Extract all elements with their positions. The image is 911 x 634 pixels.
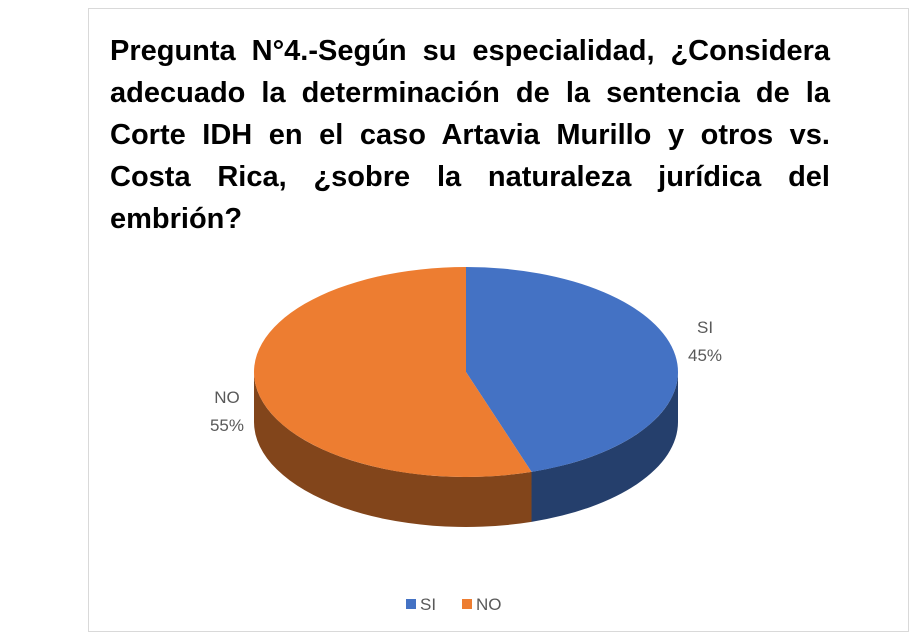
data-label-name: SI: [697, 318, 713, 337]
chart-frame: [88, 8, 909, 632]
legend-label: NO: [476, 595, 502, 614]
legend-label: SI: [420, 595, 436, 614]
slice: [466, 267, 678, 472]
slice: [253, 267, 532, 477]
data-label-value: 45%: [688, 346, 722, 365]
data-label-name: NO: [214, 388, 240, 407]
legend-swatch: [406, 599, 416, 609]
legend-swatch: [462, 599, 472, 609]
data-label: NO 55%: [210, 388, 244, 435]
data-label: SI 45%: [688, 318, 722, 365]
slice-side: [531, 372, 678, 522]
slice-side: [254, 372, 532, 528]
data-label-value: 55%: [210, 416, 244, 435]
chart-title: Pregunta N°4.-Según su especialidad, ¿Co…: [110, 35, 830, 235]
